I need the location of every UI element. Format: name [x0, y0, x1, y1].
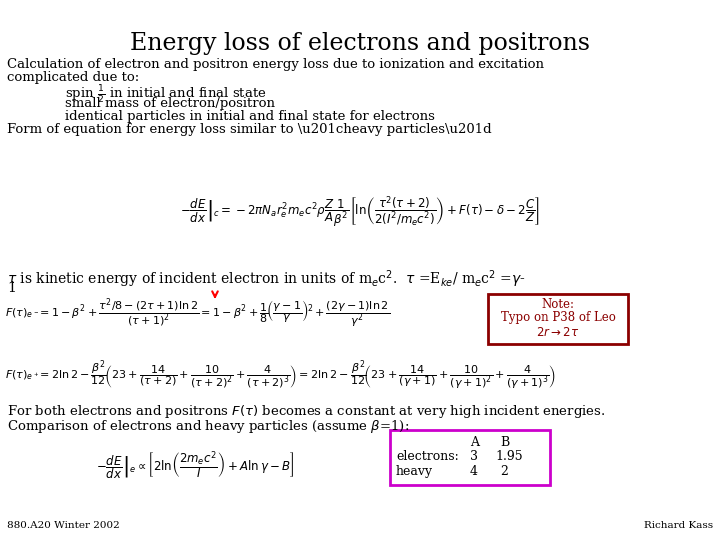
FancyBboxPatch shape — [488, 294, 628, 344]
Text: 1: 1 — [7, 281, 16, 295]
Text: 3: 3 — [470, 450, 478, 463]
Text: electrons:: electrons: — [396, 450, 459, 463]
Text: $2r\rightarrow 2\tau$: $2r\rightarrow 2\tau$ — [536, 326, 580, 339]
FancyBboxPatch shape — [390, 430, 550, 485]
Text: heavy: heavy — [396, 465, 433, 478]
Text: Energy loss of electrons and positrons: Energy loss of electrons and positrons — [130, 32, 590, 55]
Text: $-\left.\dfrac{dE}{dx}\right|_e \propto \left[2\ln\!\left(\dfrac{2m_e c^2}{I}\ri: $-\left.\dfrac{dE}{dx}\right|_e \propto … — [96, 450, 294, 482]
Text: 4: 4 — [470, 465, 478, 478]
Text: Typo on P38 of Leo: Typo on P38 of Leo — [500, 311, 616, 324]
Text: Form of equation for energy loss similar to \u201cheavy particles\u201d: Form of equation for energy loss similar… — [7, 123, 492, 136]
Text: Comparison of electrons and heavy particles (assume $\beta$=1):: Comparison of electrons and heavy partic… — [7, 418, 409, 435]
Text: $F(\tau)_{e^-}\! = 1-\beta^2 + \dfrac{\tau^2/8-(2\tau+1)\ln 2}{(\tau+1)^2}= 1-\b: $F(\tau)_{e^-}\! = 1-\beta^2 + \dfrac{\t… — [5, 296, 390, 330]
Text: A: A — [470, 436, 479, 449]
Text: small mass of electron/positron: small mass of electron/positron — [65, 97, 275, 110]
Text: 880.A20 Winter 2002: 880.A20 Winter 2002 — [7, 521, 120, 530]
Text: Calculation of electron and positron energy loss due to ionization and excitatio: Calculation of electron and positron ene… — [7, 58, 544, 71]
Text: 1.95: 1.95 — [495, 450, 523, 463]
Text: identical particles in initial and final state for electrons: identical particles in initial and final… — [65, 110, 435, 123]
Text: $\tau$ is kinetic energy of incident electron in units of m$_e$c$^2$.  $\tau$ =E: $\tau$ is kinetic energy of incident ele… — [7, 268, 526, 289]
Text: Note:: Note: — [541, 298, 575, 311]
Text: For both electrons and positrons $F(\tau)$ becomes a constant at very high incid: For both electrons and positrons $F(\tau… — [7, 403, 606, 420]
Text: B: B — [500, 436, 509, 449]
Text: complicated due to:: complicated due to: — [7, 71, 139, 84]
Text: 2: 2 — [500, 465, 508, 478]
Text: spin $\frac{1}{2}$ in initial and final state: spin $\frac{1}{2}$ in initial and final … — [65, 84, 266, 106]
Text: $F(\tau)_{e^+}\! = 2\ln 2 - \dfrac{\beta^2}{12}\!\left(23+\dfrac{14}{(\tau+2)}+\: $F(\tau)_{e^+}\! = 2\ln 2 - \dfrac{\beta… — [5, 358, 556, 392]
Text: Richard Kass: Richard Kass — [644, 521, 713, 530]
Text: $-\left.\dfrac{dE}{dx}\right|_c = -2\pi N_a r_e^2 m_e c^2 \rho \dfrac{Z}{A}\dfra: $-\left.\dfrac{dE}{dx}\right|_c = -2\pi … — [180, 195, 540, 231]
